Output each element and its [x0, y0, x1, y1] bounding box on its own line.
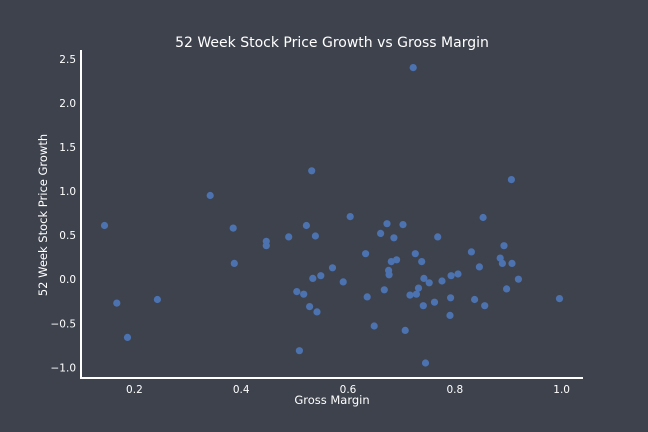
y-tick-label: 0.0 — [59, 274, 76, 286]
scatter-point — [206, 191, 214, 200]
scatter-point — [311, 232, 319, 240]
scatter-point — [447, 272, 455, 280]
scatter-point — [420, 274, 428, 282]
y-tick-label: 2.0 — [59, 98, 76, 110]
x-tick-label: 0.2 — [126, 384, 143, 396]
x-tick-label: 1.0 — [553, 384, 570, 396]
scatter-point — [438, 277, 446, 285]
scatter-point — [306, 303, 314, 311]
scatter-point — [229, 224, 237, 232]
scatter-point — [498, 259, 506, 267]
scatter-point — [425, 279, 433, 287]
scatter-point — [113, 299, 121, 307]
scatter-point — [454, 270, 462, 278]
scatter-point — [500, 242, 508, 250]
scatter-point — [383, 220, 391, 228]
y-tick-label: 1.0 — [59, 186, 76, 198]
scatter-point — [362, 250, 370, 258]
scatter-point — [295, 347, 303, 355]
scatter-point — [467, 248, 475, 256]
scatter-point — [317, 272, 325, 280]
scatter-point — [309, 274, 317, 282]
chart-title: 52 Week Stock Price Growth vs Gross Marg… — [175, 35, 489, 51]
scatter-point — [393, 256, 401, 264]
x-tick-label: 0.8 — [446, 384, 463, 396]
scatter-point — [100, 221, 109, 230]
scatter-point — [262, 242, 270, 250]
scatter-point — [399, 221, 407, 229]
scatter-point — [503, 285, 511, 293]
scatter-point — [328, 264, 337, 272]
x-axis-ticks: 0.2 0.4 0.6 0.8 1.0 — [126, 384, 570, 396]
scatter-point — [514, 275, 523, 283]
scatter-point — [481, 302, 489, 310]
scatter-point — [285, 233, 293, 241]
scatter-point — [508, 259, 516, 267]
scatter-point — [153, 295, 161, 304]
scatter-point — [390, 234, 398, 242]
scatter-point — [446, 311, 454, 319]
x-tick-label: 0.6 — [340, 384, 357, 396]
scatter-point — [430, 298, 439, 306]
scatter-point — [507, 176, 515, 184]
y-axis-label: 52 Week Stock Price Growth — [36, 134, 50, 296]
scatter-point — [419, 302, 427, 310]
scatter-point — [447, 294, 455, 302]
scatter-point — [377, 229, 385, 237]
scatter-point — [479, 213, 487, 222]
scatter-point — [475, 263, 483, 271]
scatter-point — [385, 271, 393, 279]
scatter-point — [346, 213, 354, 221]
y-axis-ticks: −1.0 −0.5 0.0 0.5 1.0 1.5 2.0 2.5 — [51, 54, 77, 375]
scatter-point — [555, 295, 564, 303]
scatter-point — [123, 333, 132, 341]
scatter-point — [412, 290, 420, 298]
scatter-point — [411, 250, 419, 258]
data-points — [100, 64, 564, 367]
x-tick-label: 0.4 — [233, 384, 250, 396]
y-tick-label: 0.5 — [59, 230, 76, 242]
scatter-point — [302, 221, 310, 230]
scatter-point — [401, 326, 409, 334]
scatter-point — [418, 258, 426, 266]
scatter-point — [308, 167, 316, 175]
scatter-point — [414, 284, 423, 292]
scatter-point — [471, 295, 479, 304]
scatter-point — [380, 286, 388, 294]
y-tick-label: 2.5 — [59, 54, 76, 66]
y-tick-label: 1.5 — [59, 142, 76, 154]
scatter-point — [313, 308, 321, 316]
scatter-point — [370, 322, 378, 330]
scatter-point — [406, 291, 414, 299]
scatter-point — [339, 278, 347, 286]
scatter-point — [300, 290, 308, 298]
x-axis-label: Gross Margin — [294, 393, 369, 407]
y-tick-label: −1.0 — [51, 362, 77, 374]
scatter-point — [409, 64, 417, 72]
scatter-point — [293, 288, 301, 296]
scatter-point — [230, 259, 238, 267]
scatter-point — [421, 359, 430, 367]
scatter-point — [434, 233, 442, 241]
scatter-point — [363, 293, 371, 301]
y-tick-label: −0.5 — [51, 318, 77, 330]
